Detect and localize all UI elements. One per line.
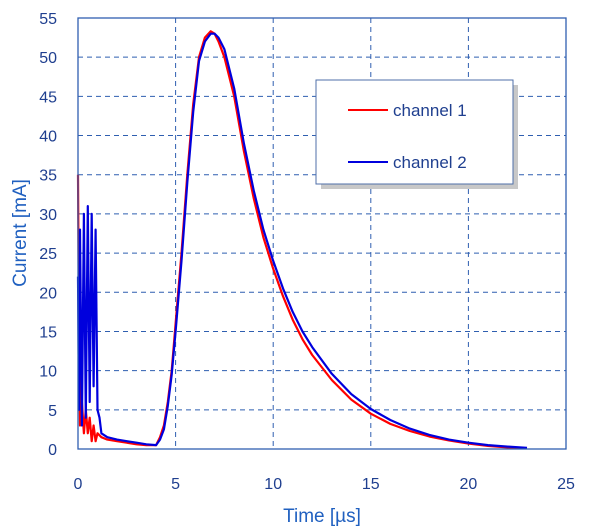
y-tick-label: 0: [48, 442, 57, 459]
plot-frame: [77, 17, 567, 450]
x-axis-title: Time [µs]: [283, 506, 361, 527]
y-axis-title: Current [mA]: [10, 179, 31, 287]
x-tick-label: 20: [460, 476, 478, 493]
y-tick-label: 50: [39, 50, 57, 67]
legend-label-channel-1: channel 1: [393, 101, 467, 120]
y-tick-label: 30: [39, 207, 57, 224]
x-tick-label: 0: [74, 476, 83, 493]
x-tick-label: 15: [362, 476, 380, 493]
x-tick-label: 25: [557, 476, 575, 493]
y-tick-label: 55: [39, 11, 57, 28]
y-tick-label: 35: [39, 168, 57, 185]
y-tick-label: 45: [39, 89, 57, 106]
y-tick-label: 25: [39, 246, 57, 263]
axis-ticks: 0 5 10 15 20 25 0 5 10 15 20 25 30 35 40 45 50 55: [39, 11, 575, 493]
y-tick-label: 20: [39, 285, 57, 302]
x-tick-label: 5: [171, 476, 180, 493]
series-line-channel-2: [76, 32, 528, 449]
y-tick-label: 15: [39, 324, 57, 341]
legend: channel 1 channel 2: [315, 79, 518, 189]
legend-label-channel-2: channel 2: [393, 153, 467, 172]
legend-box: [315, 79, 514, 185]
x-tick-label: 10: [264, 476, 282, 493]
y-tick-label: 5: [48, 403, 57, 420]
y-tick-label: 40: [39, 129, 57, 146]
y-tick-label: 10: [39, 364, 57, 381]
series-layer: [76, 30, 528, 450]
